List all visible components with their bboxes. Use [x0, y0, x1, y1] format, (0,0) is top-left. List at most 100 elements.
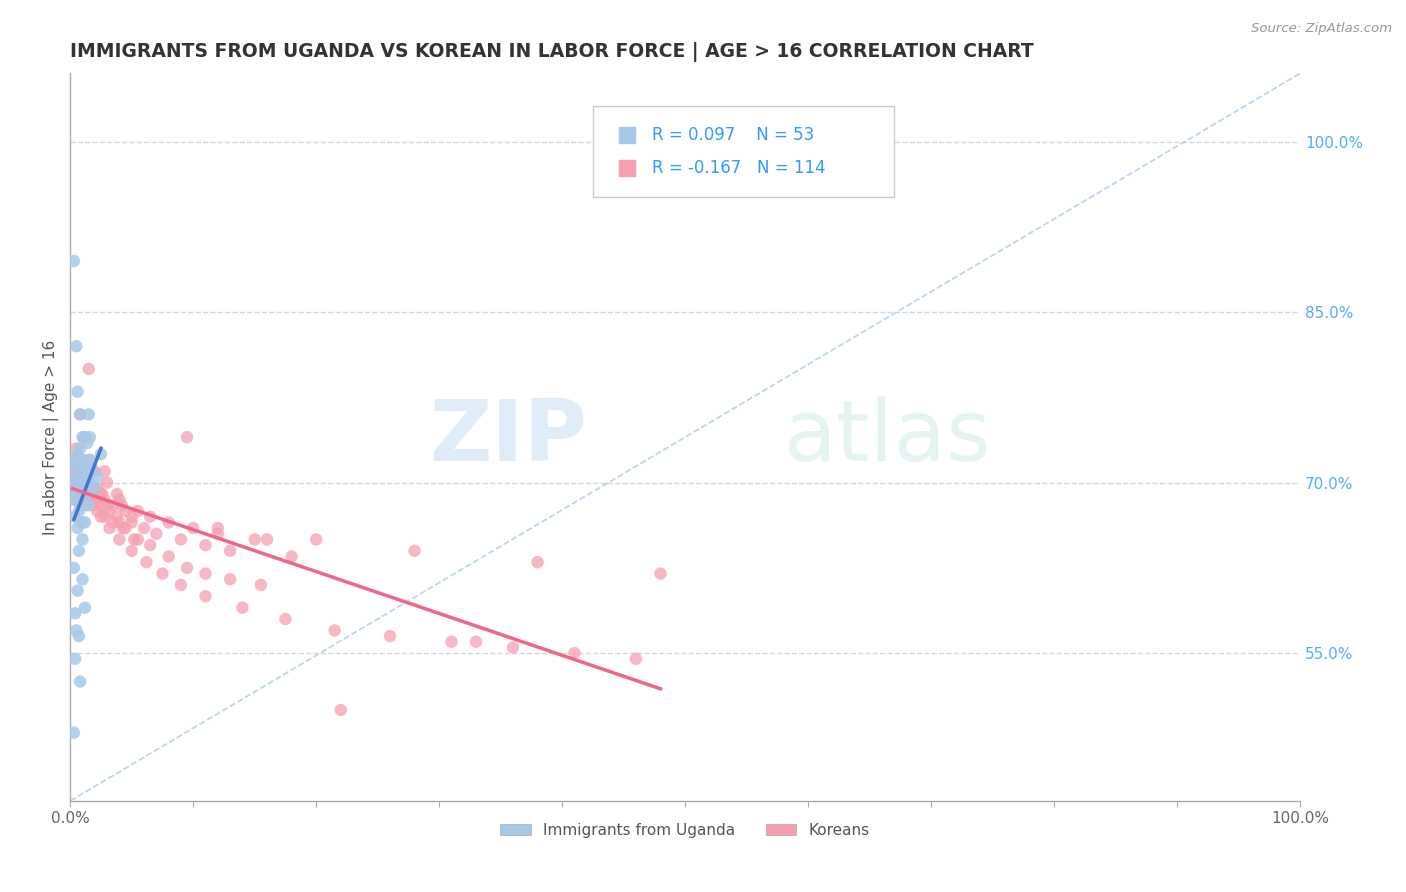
Point — [89, 499, 111, 513]
Point — [63, 470, 86, 484]
Point — [80, 481, 103, 495]
Point — [67, 629, 90, 643]
FancyBboxPatch shape — [593, 106, 894, 197]
Point — [83, 499, 105, 513]
Point — [91, 487, 114, 501]
Point — [231, 600, 253, 615]
Point — [67, 504, 90, 518]
Point — [280, 549, 302, 564]
Point — [70, 481, 93, 495]
Point — [121, 544, 143, 558]
Point — [194, 566, 217, 581]
Point — [70, 458, 93, 473]
Point — [127, 533, 149, 547]
Point — [86, 470, 108, 484]
Point — [69, 458, 91, 473]
Point — [66, 583, 89, 598]
Point — [76, 481, 98, 495]
Point — [67, 544, 90, 558]
Point — [63, 492, 86, 507]
Point — [207, 526, 229, 541]
Point — [176, 430, 198, 444]
Point — [73, 481, 96, 495]
Point — [69, 408, 91, 422]
Point — [66, 487, 89, 501]
Point — [90, 447, 112, 461]
Point — [243, 533, 266, 547]
Point — [139, 509, 162, 524]
Point — [112, 521, 135, 535]
Point — [67, 464, 90, 478]
Point — [219, 572, 242, 586]
Point — [170, 578, 193, 592]
Point — [90, 509, 112, 524]
Point — [98, 521, 121, 535]
Point — [69, 442, 91, 456]
Point — [65, 339, 87, 353]
Point — [111, 499, 134, 513]
Point — [194, 538, 217, 552]
Point — [96, 499, 118, 513]
Point — [564, 646, 586, 660]
Point — [65, 624, 87, 638]
Point — [66, 458, 89, 473]
Point — [616, 231, 638, 245]
Point — [62, 464, 84, 478]
Point — [65, 442, 87, 456]
Point — [63, 509, 86, 524]
Point — [73, 470, 96, 484]
Point — [83, 481, 105, 495]
Point — [75, 464, 97, 478]
Point — [465, 634, 488, 648]
Point — [77, 408, 100, 422]
Point — [90, 487, 112, 501]
Point — [219, 544, 242, 558]
Point — [404, 544, 426, 558]
Point — [105, 487, 128, 501]
Point — [72, 453, 94, 467]
Point — [207, 521, 229, 535]
Point — [65, 470, 87, 484]
Point — [66, 475, 89, 490]
Point — [181, 521, 204, 535]
Point — [98, 504, 121, 518]
Point — [73, 487, 96, 501]
Point — [96, 475, 118, 490]
Point — [73, 516, 96, 530]
Point — [67, 464, 90, 478]
Point — [63, 458, 86, 473]
Point — [114, 504, 136, 518]
Text: atlas: atlas — [783, 396, 991, 479]
Point — [69, 674, 91, 689]
Point — [73, 430, 96, 444]
Point — [72, 572, 94, 586]
Point — [80, 492, 103, 507]
Point — [66, 521, 89, 535]
Point — [63, 481, 86, 495]
Point — [86, 481, 108, 495]
Point — [139, 538, 162, 552]
Point — [127, 504, 149, 518]
Point — [63, 725, 86, 739]
Point — [256, 533, 278, 547]
Y-axis label: In Labor Force | Age > 16: In Labor Force | Age > 16 — [44, 340, 59, 535]
Point — [194, 589, 217, 603]
Point — [63, 475, 86, 490]
Point — [72, 475, 94, 490]
Point — [108, 492, 131, 507]
Point — [79, 492, 101, 507]
Point — [63, 254, 86, 268]
Point — [75, 464, 97, 478]
Point — [305, 533, 328, 547]
Point — [93, 464, 115, 478]
Point — [70, 487, 93, 501]
Point — [63, 453, 86, 467]
Point — [69, 499, 91, 513]
Point — [250, 578, 273, 592]
Point — [67, 475, 90, 490]
Text: R = 0.097    N = 53: R = 0.097 N = 53 — [652, 127, 814, 145]
Point — [63, 475, 86, 490]
Point — [502, 640, 524, 655]
Point — [157, 516, 180, 530]
Point — [73, 430, 96, 444]
